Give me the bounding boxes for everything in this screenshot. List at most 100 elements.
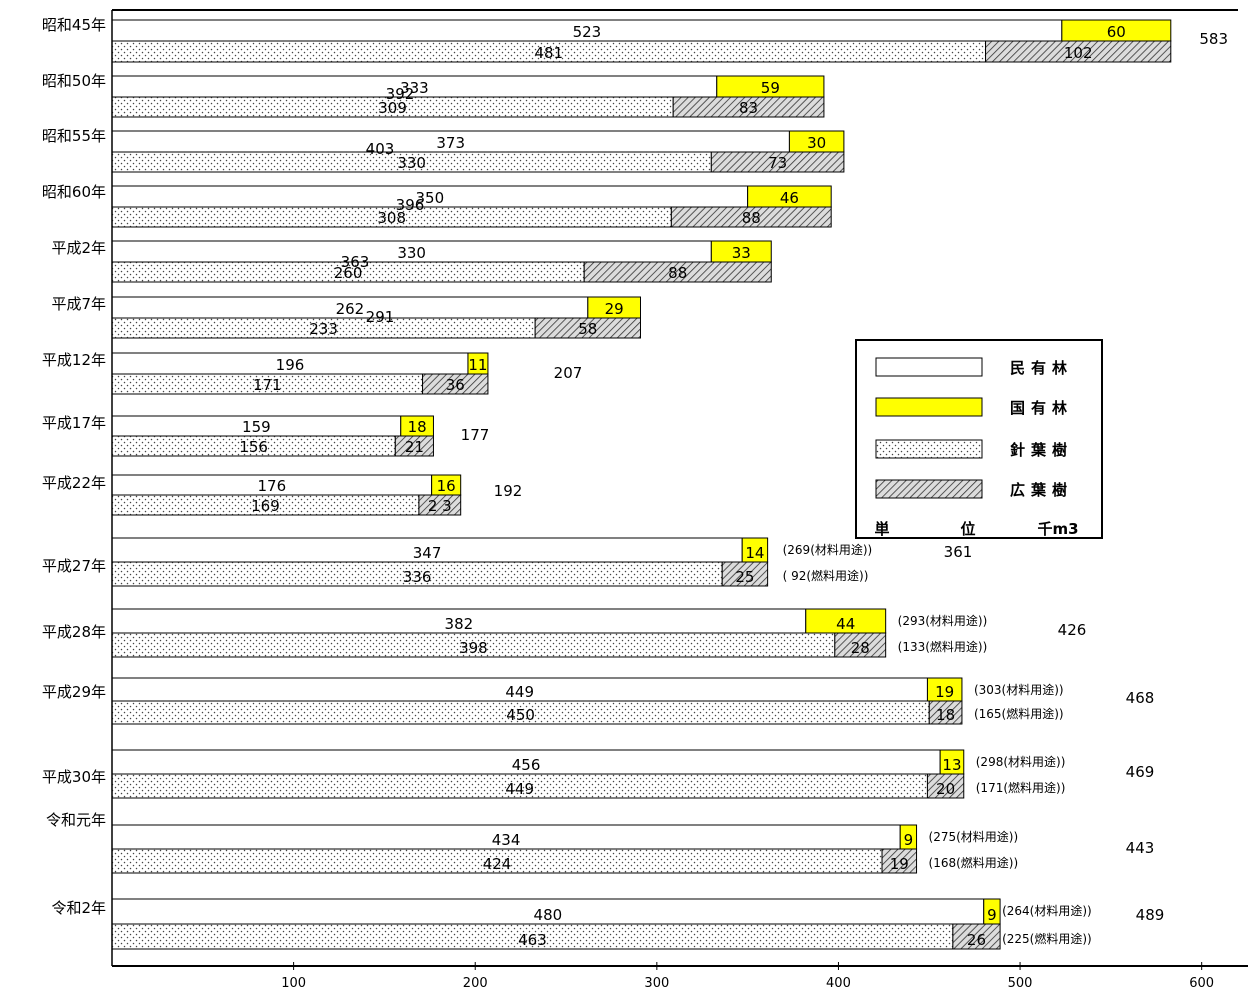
bar-broadleaf (710, 151, 845, 173)
label-total: 361 (944, 543, 973, 561)
label-total: 469 (1126, 763, 1155, 781)
bars-group: 523 60 481 102 583 333 59 309 83 392 373 30 330 73 403… (111, 19, 1228, 950)
bar-private (111, 824, 901, 850)
label-total: 468 (1126, 689, 1155, 707)
legend-label: 民有林 (1010, 359, 1073, 377)
label-broadleaf: 58 (578, 320, 597, 338)
unit-label-tan: 単 (874, 520, 889, 538)
bar-broadleaf (422, 373, 489, 395)
axes-group: 昭和45年昭和50年昭和55年昭和60年平成2年平成7年平成12年平成17年平成… (42, 9, 1248, 991)
label-total: 583 (1199, 30, 1228, 48)
x-tick-label: 600 (1189, 976, 1214, 991)
bar-broadleaf (721, 561, 769, 587)
bar-conifer (111, 773, 928, 799)
label-conifer: 424 (483, 855, 512, 873)
category-label: 平成29年 (42, 683, 106, 701)
label-private: 176 (257, 477, 286, 495)
bar-conifer (111, 923, 954, 950)
label-national: 11 (468, 356, 487, 374)
legend-label: 広葉樹 (1010, 481, 1073, 499)
label-broadleaf: 19 (890, 855, 909, 873)
label-conifer: 450 (506, 706, 535, 724)
label-private: 262 (336, 300, 365, 318)
label-conifer: 308 (377, 209, 406, 227)
label-conifer: 449 (505, 780, 534, 798)
bar-national (741, 537, 769, 563)
unit-label-i: 位 (960, 520, 975, 538)
category-label: 昭和45年 (42, 16, 106, 34)
label-private: 159 (242, 418, 271, 436)
label-national: 44 (836, 615, 855, 633)
category-label: 平成17年 (42, 414, 106, 432)
label-private: 330 (397, 244, 426, 262)
label-broadleaf: 2 3 (428, 497, 452, 515)
label-national: 29 (605, 300, 624, 318)
label-conifer: 309 (378, 99, 407, 117)
bar-broadleaf (672, 96, 825, 118)
category-label: 平成22年 (42, 474, 106, 492)
label-total: 363 (341, 253, 370, 271)
bar-broadleaf (928, 700, 963, 725)
category-label: 令和元年 (46, 811, 106, 829)
category-label: 平成28年 (42, 623, 106, 641)
legend-label: 針葉樹 (1010, 441, 1073, 459)
label-conifer: 233 (309, 320, 338, 338)
bar-broadleaf (926, 773, 965, 799)
label-conifer: 260 (334, 264, 363, 282)
category-label: 平成2年 (51, 239, 106, 257)
label-national: 19 (935, 683, 954, 701)
label-broadleaf: 102 (1064, 44, 1093, 62)
x-tick-label: 200 (463, 976, 488, 991)
bar-broadleaf (670, 206, 832, 228)
bar-broadleaf (583, 261, 772, 283)
label-total: 177 (461, 426, 490, 444)
label-national: 9 (904, 831, 914, 849)
label-broadleaf: 36 (446, 376, 465, 394)
label-broadleaf: 18 (936, 706, 955, 724)
label-fuel-use: (168(燃料用途)) (929, 855, 1019, 870)
label-conifer: 330 (397, 154, 426, 172)
label-broadleaf: 26 (967, 931, 986, 949)
label-total: 291 (366, 308, 395, 326)
label-conifer: 156 (239, 438, 268, 456)
label-private: 523 (573, 23, 602, 41)
category-label: 平成27年 (42, 557, 106, 575)
label-national: 59 (761, 79, 780, 97)
legend-swatch-broadleaf (875, 479, 983, 499)
label-private: 333 (400, 79, 429, 97)
label-total: 426 (1058, 621, 1087, 639)
label-private: 480 (534, 906, 563, 924)
category-label: 平成30年 (42, 768, 106, 786)
x-tick-label: 300 (644, 976, 669, 991)
label-broadleaf: 88 (742, 209, 761, 227)
label-national: 14 (745, 544, 764, 562)
label-total: 207 (554, 364, 583, 382)
label-total: 192 (494, 482, 523, 500)
label-broadleaf: 20 (936, 780, 955, 798)
label-fuel-use: ( 92(燃料用途)) (783, 568, 869, 583)
label-total: 392 (386, 85, 415, 103)
label-conifer: 336 (403, 568, 432, 586)
legend-label: 国有林 (1010, 399, 1073, 417)
label-private: 456 (512, 756, 541, 774)
label-total: 396 (396, 196, 425, 214)
label-total: 489 (1136, 906, 1165, 924)
label-fuel-use: (133(燃料用途)) (898, 639, 988, 654)
label-private: 196 (276, 356, 305, 374)
category-label: 昭和50年 (42, 72, 106, 90)
label-fuel-use: (171(燃料用途)) (976, 780, 1066, 795)
label-fuel-use: (225(燃料用途)) (1002, 931, 1092, 946)
x-tick-label: 100 (281, 976, 306, 991)
x-tick-label: 400 (826, 976, 851, 991)
label-national: 13 (942, 756, 961, 774)
label-broadleaf: 28 (851, 639, 870, 657)
bar-broadleaf (952, 923, 1001, 950)
label-national: 18 (408, 418, 427, 436)
label-total: 403 (366, 140, 395, 158)
bar-private (111, 608, 807, 634)
label-broadleaf: 21 (405, 438, 424, 456)
legend-swatch-conifer (875, 439, 983, 459)
legend-swatch-national (875, 397, 983, 417)
bar-broadleaf (534, 317, 641, 339)
